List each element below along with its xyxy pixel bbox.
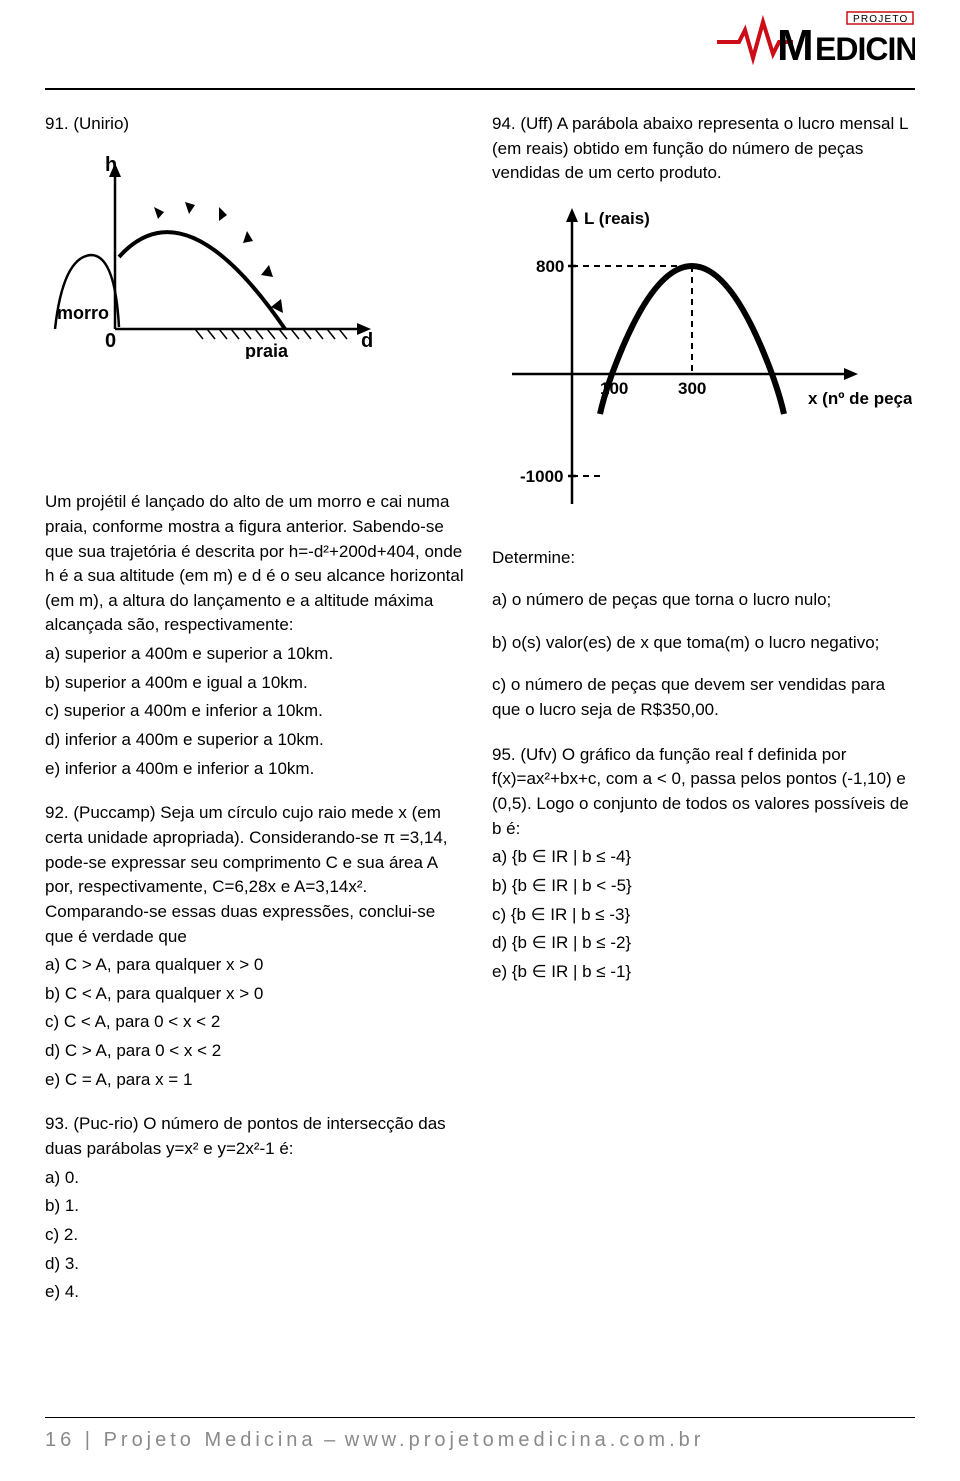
q95-opt-d: d) {b ∈ IR | b ≤ -2} bbox=[492, 931, 915, 956]
q91-opt-d: d) inferior a 400m e superior a 10km. bbox=[45, 728, 468, 753]
q92: 92. (Puccamp) Seja um círculo cujo raio … bbox=[45, 801, 468, 1092]
q93-opt-c: c) 2. bbox=[45, 1223, 468, 1248]
footer-sep: | bbox=[75, 1429, 103, 1451]
q92-opt-c: c) C < A, para 0 < x < 2 bbox=[45, 1010, 468, 1035]
q91-body: Um projétil é lançado do alto de um morr… bbox=[45, 490, 468, 638]
content-columns: 91. (Unirio) h d morro bbox=[0, 112, 960, 1325]
page-footer: 16 | Projeto Medicina – www.projetomedic… bbox=[45, 1417, 915, 1455]
q95-opt-e: e) {b ∈ IR | b ≤ -1} bbox=[492, 960, 915, 985]
q91-trajectory bbox=[119, 232, 285, 329]
q91-opt-c: c) superior a 400m e inferior a 10km. bbox=[45, 699, 468, 724]
q94-figure: L (reais) x (nº de peças) 800 100 300 bbox=[492, 204, 915, 522]
q92-opt-d: d) C > A, para 0 < x < 2 bbox=[45, 1039, 468, 1064]
footer-page-num: 16 bbox=[45, 1429, 75, 1451]
logo: PROJETO M EDICINA bbox=[715, 8, 915, 68]
page-header: PROJETO M EDICINA bbox=[45, 0, 915, 90]
q91: 91. (Unirio) h d morro bbox=[45, 112, 468, 781]
footer-left: Projeto Medicina bbox=[104, 1429, 317, 1451]
q93-opt-a: a) 0. bbox=[45, 1166, 468, 1191]
logo-small-text: PROJETO bbox=[853, 14, 908, 25]
q91-figure: h d morro bbox=[45, 149, 468, 367]
q91-opt-e: e) inferior a 400m e inferior a 10km. bbox=[45, 757, 468, 782]
q94-pa: a) o número de peças que torna o lucro n… bbox=[492, 588, 915, 613]
q94-neg1000: -1000 bbox=[520, 467, 563, 486]
q92-opt-b: b) C < A, para qualquer x > 0 bbox=[45, 982, 468, 1007]
left-column: 91. (Unirio) h d morro bbox=[45, 112, 468, 1325]
q94-pc: c) o número de peças que devem ser vendi… bbox=[492, 673, 915, 722]
q94-determine: Determine: bbox=[492, 546, 915, 571]
right-column: 94. (Uff) A parábola abaixo representa o… bbox=[492, 112, 915, 1325]
q91-zero-label: 0 bbox=[105, 330, 116, 352]
q91-praia-label: praia bbox=[245, 341, 289, 359]
q95-opt-c: c) {b ∈ IR | b ≤ -3} bbox=[492, 903, 915, 928]
q93-opt-d: d) 3. bbox=[45, 1252, 468, 1277]
q94-300: 300 bbox=[678, 379, 706, 398]
q94-text: 94. (Uff) A parábola abaixo representa o… bbox=[492, 112, 915, 186]
q92-opt-a: a) C > A, para qualquer x > 0 bbox=[45, 953, 468, 978]
q94-pb: b) o(s) valor(es) de x que toma(m) o luc… bbox=[492, 631, 915, 656]
q91-opt-a: a) superior a 400m e superior a 10km. bbox=[45, 642, 468, 667]
q92-text: 92. (Puccamp) Seja um círculo cujo raio … bbox=[45, 801, 468, 949]
q92-opt-e: e) C = A, para x = 1 bbox=[45, 1068, 468, 1093]
q93-opt-e: e) 4. bbox=[45, 1280, 468, 1305]
q95-opt-a: a) {b ∈ IR | b ≤ -4} bbox=[492, 845, 915, 870]
q91-h-label: h bbox=[105, 154, 117, 176]
logo-main-text: EDICINA bbox=[815, 31, 915, 67]
footer-url: www.projetomedicina.com.br bbox=[345, 1429, 705, 1451]
logo-m: M bbox=[777, 21, 814, 68]
q94-y-label: L (reais) bbox=[584, 209, 650, 228]
q95: 95. (Ufv) O gráfico da função real f def… bbox=[492, 743, 915, 985]
q93-opt-b: b) 1. bbox=[45, 1194, 468, 1219]
footer-dash: – bbox=[317, 1429, 345, 1451]
q91-morro-label: morro bbox=[57, 303, 109, 323]
q91-d-label: d bbox=[361, 330, 373, 352]
q95-opt-b: b) {b ∈ IR | b < -5} bbox=[492, 874, 915, 899]
q95-text: 95. (Ufv) O gráfico da função real f def… bbox=[492, 743, 915, 842]
q91-opt-b: b) superior a 400m e igual a 10km. bbox=[45, 671, 468, 696]
q94: 94. (Uff) A parábola abaixo representa o… bbox=[492, 112, 915, 723]
q94-x-label: x (nº de peças) bbox=[808, 389, 912, 408]
q93-text: 93. (Puc-rio) O número de pontos de inte… bbox=[45, 1112, 468, 1161]
q93: 93. (Puc-rio) O número de pontos de inte… bbox=[45, 1112, 468, 1304]
q91-hatch bbox=[195, 329, 347, 339]
q91-traj-arrows bbox=[154, 202, 283, 313]
q94-800: 800 bbox=[536, 257, 564, 276]
q91-title: 91. (Unirio) bbox=[45, 112, 468, 137]
